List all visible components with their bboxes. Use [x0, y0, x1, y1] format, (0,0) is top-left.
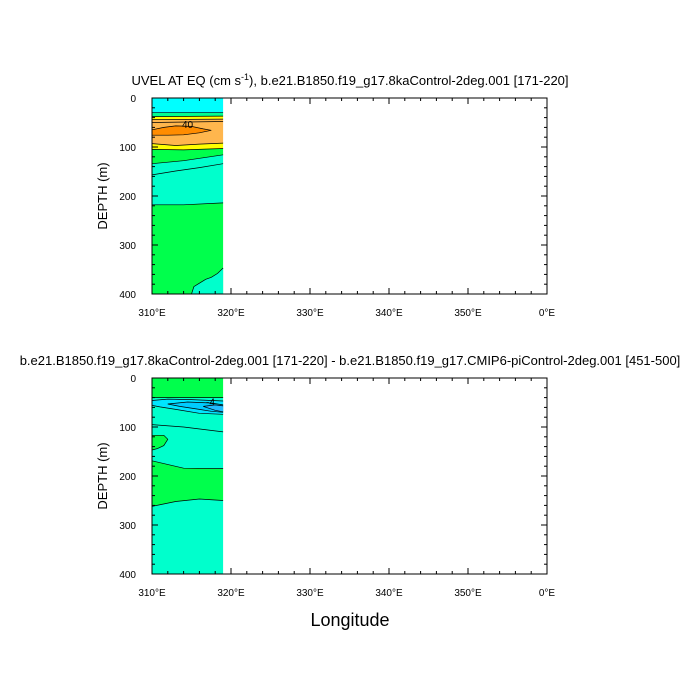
y-tick-label: 100	[119, 143, 136, 154]
contour-fill	[152, 202, 224, 294]
contour-line	[151, 434, 169, 451]
panel1-title: UVEL AT EQ (cm s-1), b.e21.B1850.f19_g17…	[131, 72, 568, 88]
contour-fill	[167, 402, 224, 413]
panel2-ylabel: DEPTH (m)	[95, 442, 110, 509]
x-tick-label: 340°E	[375, 308, 403, 319]
x-tick-label: 320°E	[217, 308, 245, 319]
x-tick-label: 0°E	[539, 308, 556, 319]
contour-line	[151, 125, 212, 136]
contour-line	[167, 401, 224, 406]
x-tick-label: 330°E	[296, 588, 324, 599]
contour-line	[151, 142, 224, 146]
contour-fill	[203, 404, 224, 412]
contour-line	[191, 267, 224, 295]
contour-line	[151, 154, 224, 165]
x-axis-label: Longitude	[310, 610, 389, 630]
x-tick-label: 310°E	[138, 588, 166, 599]
contour-fill	[152, 435, 168, 450]
contour-line	[151, 398, 224, 402]
contour-line	[203, 404, 224, 407]
contour-fill	[152, 98, 224, 113]
contour-line	[151, 498, 224, 507]
y-tick-label: 200	[119, 472, 136, 483]
contour-line	[151, 115, 224, 117]
y-tick-label: 200	[119, 192, 136, 203]
y-tick-label: 300	[119, 241, 136, 252]
panel2-plot: -4 310°E 320°E 330°E 340°E 350°E 0°E 0 100 200 300…	[119, 374, 555, 599]
contour-line	[151, 424, 224, 433]
contour-fill	[152, 424, 224, 469]
contour-line	[151, 121, 224, 123]
x-tick-label: 340°E	[375, 588, 403, 599]
contour-label: -4	[206, 398, 215, 409]
contour-fill	[152, 378, 224, 398]
x-tick-label: 320°E	[217, 588, 245, 599]
contour-fill	[152, 112, 224, 117]
y-tick-label: 300	[119, 521, 136, 532]
panel2-title: b.e21.B1850.f19_g17.8kaControl-2deg.001 …	[20, 353, 681, 368]
contour-line	[151, 405, 224, 415]
panel1-ylabel: DEPTH (m)	[95, 162, 110, 229]
contour-fill	[152, 499, 224, 574]
contour-line	[151, 163, 224, 176]
x-tick-label: 350°E	[454, 308, 482, 319]
contour-fill	[152, 143, 224, 150]
contour-fill	[152, 163, 224, 205]
contour-line	[151, 118, 224, 120]
y-tick-label: 0	[130, 94, 136, 105]
contour-fill	[152, 148, 224, 164]
contour-line	[151, 148, 224, 151]
y-tick-label: 400	[119, 570, 136, 581]
y-tick-label: 0	[130, 374, 136, 385]
x-tick-label: 310°E	[138, 308, 166, 319]
panel1-plot: 40 310°E 320°E 330°E 340°E 350°E 0°E 0 100 200 300…	[119, 94, 555, 319]
y-tick-label: 400	[119, 290, 136, 301]
contour-fill	[152, 154, 224, 175]
contour-fill	[152, 116, 224, 120]
contour-line	[151, 460, 224, 469]
x-tick-label: 350°E	[454, 588, 482, 599]
contour-fill	[191, 268, 224, 294]
contour-fill	[152, 460, 224, 507]
contour-line	[152, 202, 224, 206]
contour-label: 40	[182, 120, 194, 131]
contour-line	[203, 406, 224, 413]
x-tick-label: 0°E	[539, 588, 556, 599]
x-tick-label: 330°E	[296, 308, 324, 319]
y-tick-label: 100	[119, 423, 136, 434]
contour-line	[167, 403, 224, 413]
